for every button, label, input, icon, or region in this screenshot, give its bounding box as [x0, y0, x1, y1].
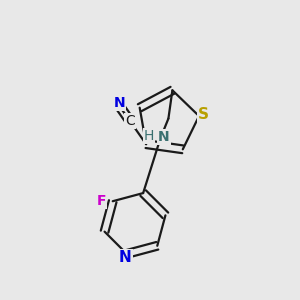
Text: S: S — [198, 107, 209, 122]
Text: C: C — [125, 114, 135, 128]
Text: F: F — [97, 194, 106, 208]
Text: N: N — [158, 130, 170, 144]
Text: H: H — [144, 129, 154, 143]
Text: N: N — [114, 96, 125, 110]
Text: N: N — [119, 250, 132, 265]
